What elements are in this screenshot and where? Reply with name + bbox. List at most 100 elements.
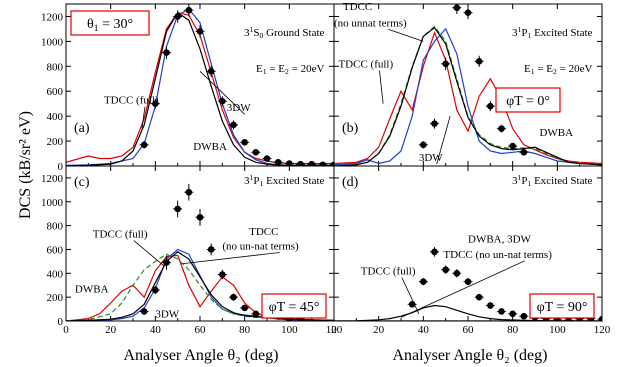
- data-point: [174, 205, 181, 213]
- panel-letter: (b): [342, 121, 359, 136]
- y-tick-label: 800: [47, 61, 64, 73]
- data-point: [219, 271, 226, 278]
- annotation-label: TDCC (full): [361, 266, 416, 278]
- x-axis-label-right: Analyser Angle θ₂ (deg): [393, 347, 548, 364]
- data-point: [140, 308, 148, 315]
- x-tick-label: 40: [418, 324, 430, 336]
- series-line-tdcc: [334, 26, 602, 166]
- x-tick-label: 0: [63, 324, 69, 336]
- annotation-arrow: [379, 70, 384, 104]
- data-point: [475, 293, 483, 301]
- annotation-label: DWBA, 3DW: [468, 233, 532, 245]
- data-point: [241, 304, 248, 312]
- series-line-tdcc: [66, 11, 334, 166]
- data-point: [498, 308, 505, 315]
- data-point: [498, 125, 505, 132]
- data-point: [297, 160, 304, 166]
- data-point: [196, 213, 204, 221]
- y-tick-label: 200: [47, 292, 64, 304]
- series-line-dwba: [334, 30, 602, 165]
- data-point: [241, 139, 248, 146]
- panel-a: 0 200 400 600 800 1000 1200 TDCC (full) 3DW DWBA θ…: [41, 3, 335, 173]
- energy-label: E1 = E2 = 20eV: [256, 63, 324, 76]
- panel-b: TDCC(no unnat terms)TDCC (full)3DWDWBAφT…: [333, 1, 603, 167]
- y-axis-label: DCS (kB/sr² eV): [17, 111, 34, 219]
- x-tick-label: 60: [463, 324, 475, 336]
- angle-box-label: φT = 45°: [269, 300, 320, 315]
- panel-d: 0 20 40 60 80 100 120 DWBA, 3DW TDCC (no un-nat …: [331, 165, 611, 336]
- data-point: [185, 6, 193, 14]
- data-point: [509, 310, 516, 318]
- data-point: [219, 97, 226, 105]
- y-tick-label: 200: [47, 136, 64, 148]
- angle-box-label: θ1 = 30°: [87, 17, 133, 34]
- annotation-arrow: [436, 116, 451, 165]
- data-point: [207, 246, 215, 253]
- data-point: [453, 270, 461, 277]
- data-point: [464, 9, 472, 17]
- annotation-arrow: [199, 71, 245, 115]
- annotation-label: DWBA: [193, 141, 227, 153]
- data-point: [263, 155, 271, 162]
- angle-box-label: φT = 90°: [537, 300, 588, 315]
- y-tick-label: 600: [47, 244, 64, 256]
- x-tick-label: 60: [195, 324, 207, 336]
- angle-box: [495, 87, 561, 113]
- y-tick-label: 0: [58, 316, 64, 328]
- data-point: [520, 148, 528, 156]
- series-line-threedw: [334, 27, 602, 166]
- x-tick-label: 80: [239, 324, 251, 336]
- data-point: [431, 120, 438, 127]
- annotation-label: (no unnat terms): [334, 17, 407, 29]
- data-point: [308, 160, 315, 166]
- annotation-arrow: [400, 260, 525, 318]
- data-point: [453, 4, 461, 12]
- data-point: [252, 148, 260, 156]
- data-point: [163, 259, 170, 266]
- data-point: [286, 160, 293, 166]
- state-label: 31P1 Excited State: [244, 173, 325, 188]
- state-label: 31P1 Excited State: [512, 173, 593, 188]
- data-point: [420, 141, 427, 149]
- series-line-tdcc_nounnat: [66, 253, 334, 321]
- annotation-label: TDCC: [249, 226, 278, 238]
- y-tick-label: 800: [47, 221, 64, 233]
- data-point: [174, 13, 181, 20]
- data-point: [442, 266, 449, 274]
- data-point: [319, 161, 327, 166]
- annotation-arrow: [182, 252, 280, 265]
- annotation-arrow: [141, 106, 146, 129]
- annotation-label: 3DW: [227, 102, 251, 114]
- data-point: [487, 102, 494, 110]
- data-point: [230, 121, 237, 129]
- annotation-label: TDCC (no un-nat terms): [443, 249, 552, 261]
- y-tick-label: 400: [47, 111, 64, 123]
- x-tick-label: 100: [281, 324, 298, 336]
- y-tick-label: 600: [47, 86, 64, 98]
- panel-frame: [333, 165, 603, 322]
- annotation-arrow: [133, 240, 165, 267]
- data-point: [420, 278, 427, 285]
- annotation-label: TDCC (full): [93, 229, 148, 241]
- annotation-label: TDCC: [343, 1, 372, 13]
- state-label: 31P1 Excited State: [512, 25, 593, 40]
- x-tick-label: 20: [373, 324, 385, 336]
- annotation-label: TDCC (full): [104, 95, 159, 107]
- data-point: [140, 141, 148, 149]
- y-tick-label: 400: [47, 268, 64, 280]
- state-label: 31S0 Ground State: [244, 25, 325, 40]
- series-group: [334, 4, 602, 166]
- data-point: [520, 312, 528, 320]
- x-tick-label: 120: [326, 324, 343, 336]
- y-tick-label: 1200: [41, 173, 64, 185]
- series-line-tdcc_nounnat: [334, 25, 602, 166]
- annotation-label: (no un-nat terms): [222, 240, 299, 252]
- y-tick-label: 0: [58, 161, 64, 173]
- panel-c: 0 20 40 60 80 100 120020040060080010001200TDCC…: [41, 165, 343, 336]
- angle-box: [70, 10, 150, 36]
- y-tick-label: 1000: [41, 197, 64, 209]
- y-tick-label: 1200: [41, 11, 64, 23]
- data-point: [230, 293, 237, 301]
